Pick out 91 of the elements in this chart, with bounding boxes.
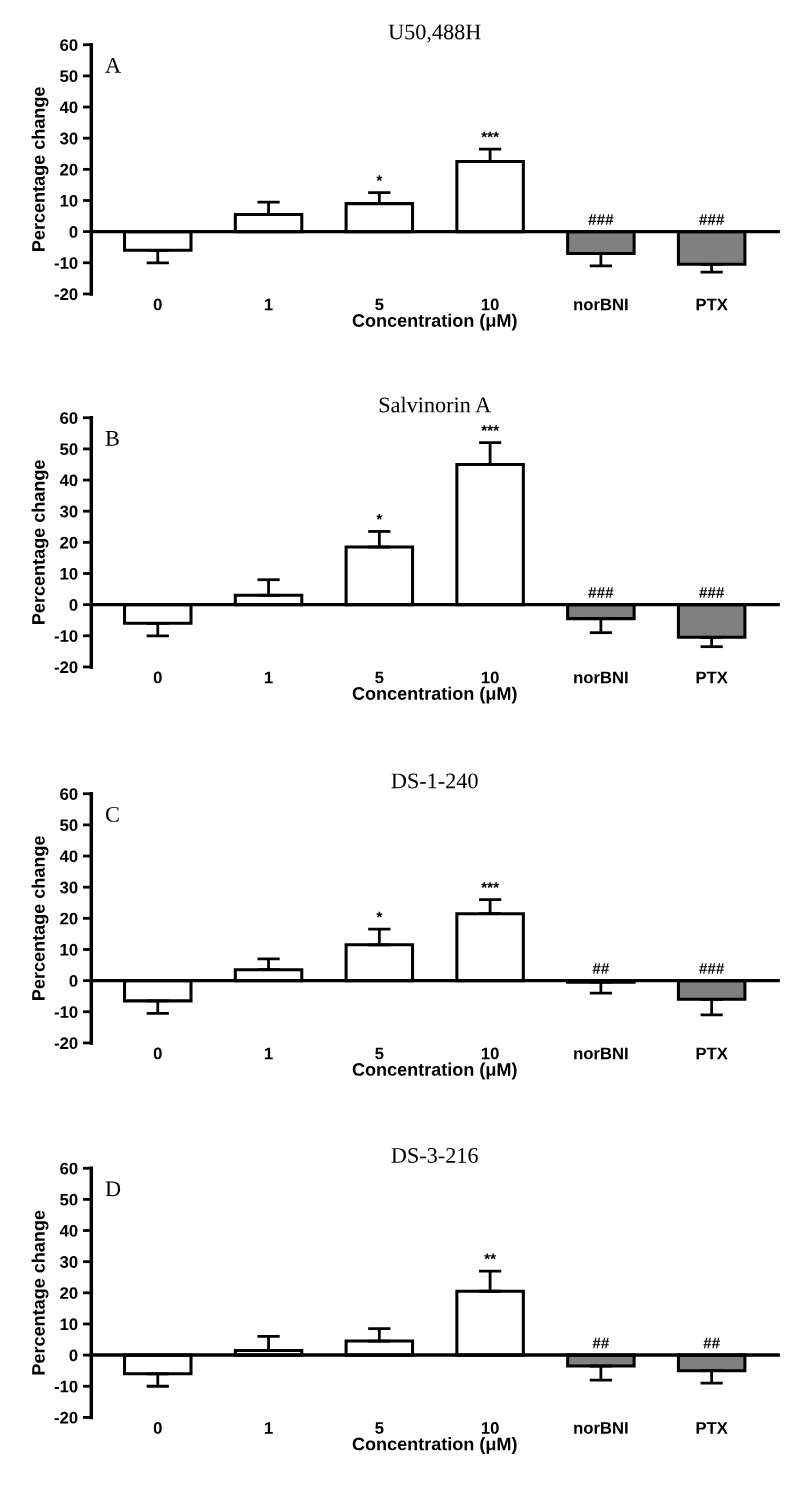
x-tick-label: 0 [153, 1047, 162, 1060]
y-tick-label: 30 [59, 881, 78, 894]
y-tick-label: -10 [54, 630, 78, 642]
x-tick-label: 0 [153, 298, 162, 311]
x-tick-label: 10 [481, 671, 499, 684]
x-tick-label: 1 [264, 671, 273, 684]
y-axis-title: Percentage change [31, 1210, 49, 1375]
y-tick-label: 40 [59, 474, 78, 487]
annotation: B [105, 431, 119, 446]
y-tick-label: 0 [69, 975, 78, 987]
x-tick-label: 10 [481, 1422, 499, 1434]
y-tick-label: 40 [59, 101, 78, 114]
x-tick-label: norBNI [574, 671, 628, 684]
y-tick-label: 40 [59, 1224, 78, 1237]
annotation: C [105, 806, 119, 822]
annotation: * [376, 514, 383, 520]
x-tick-label: norBNI [574, 1422, 628, 1434]
x-tick-label: 0 [153, 1422, 162, 1434]
chart-title: U50,488H [388, 24, 481, 43]
y-tick-label: 50 [60, 1193, 78, 1206]
y-tick-label: 60 [60, 1162, 78, 1175]
annotation: ## [592, 963, 610, 974]
x-tick-label: 10 [481, 298, 499, 311]
y-tick-label: 10 [60, 1318, 78, 1331]
x-tick-label: norBNI [574, 298, 628, 311]
annotation: ### [699, 587, 725, 598]
y-axis-title: Percentage change [31, 836, 49, 1000]
annotation: ## [703, 1337, 720, 1349]
y-tick-label: 0 [69, 599, 78, 611]
y-tick-label: 60 [60, 788, 78, 800]
y-tick-label: 20 [60, 536, 78, 549]
y-tick-label: -20 [54, 288, 78, 301]
y-tick-label: 10 [60, 943, 78, 956]
x-tick-label: 5 [375, 1422, 384, 1434]
x-axis-title: Concentration (μM) [352, 313, 517, 331]
annotation: ** [484, 1253, 497, 1260]
x-tick-label: 1 [264, 1422, 273, 1434]
x-tick-label: 5 [375, 298, 384, 311]
chart-title: DS-1-240 [391, 773, 478, 789]
annotation: ### [588, 214, 614, 225]
y-tick-label: 10 [60, 567, 78, 580]
annotation: *** [481, 131, 499, 138]
x-tick-label: 5 [375, 1047, 384, 1060]
y-tick-label: 20 [60, 912, 78, 925]
annotation: A [105, 57, 121, 73]
y-tick-label: 30 [59, 132, 78, 145]
y-tick-label: 50 [60, 443, 78, 456]
y-tick-label: 60 [60, 412, 78, 424]
y-tick-label: -20 [54, 661, 78, 674]
y-tick-label: -10 [54, 1380, 78, 1393]
x-tick-label: 0 [153, 671, 162, 684]
y-tick-label: 10 [60, 194, 78, 207]
y-tick-label: 0 [69, 226, 78, 238]
x-axis-title: Concentration (μM) [352, 686, 517, 704]
annotation: *** [481, 882, 499, 888]
x-tick-label: PTX [696, 671, 728, 684]
y-tick-label: 30 [59, 1256, 78, 1268]
y-tick-label: -10 [54, 257, 78, 269]
x-tick-label: PTX [696, 1047, 728, 1060]
annotation: *** [481, 425, 499, 431]
x-tick-label: norBNI [574, 1047, 628, 1060]
chart-title: Salvinorin A [379, 396, 492, 413]
x-tick-label: PTX [696, 298, 728, 311]
annotation: D [105, 1181, 121, 1197]
chart-title: DS-3-216 [391, 1147, 478, 1163]
x-axis-title: Concentration (μM) [352, 1437, 517, 1454]
annotation: ### [699, 963, 725, 974]
annotation: ## [592, 1337, 610, 1349]
y-tick-label: 60 [60, 39, 78, 51]
y-tick-label: -20 [54, 1411, 78, 1424]
y-tick-label: 40 [59, 850, 78, 863]
annotation: * [376, 911, 383, 918]
y-tick-label: 0 [69, 1349, 78, 1362]
y-tick-label: -10 [54, 1006, 78, 1018]
x-tick-label: 1 [264, 1047, 273, 1060]
x-axis-title: Concentration (μM) [352, 1062, 517, 1080]
y-tick-label: 50 [60, 70, 78, 83]
y-tick-label: 50 [60, 819, 78, 832]
y-axis-title: Percentage change [31, 460, 49, 624]
annotation: * [376, 175, 383, 181]
y-axis-title: Percentage change [31, 87, 49, 251]
x-tick-label: 1 [264, 298, 273, 311]
annotation: ### [699, 214, 725, 225]
y-tick-label: 20 [60, 163, 78, 176]
y-tick-label: 30 [59, 505, 78, 518]
y-tick-label: -20 [54, 1037, 78, 1050]
annotation: ### [588, 587, 614, 598]
x-tick-label: 5 [375, 671, 384, 684]
x-tick-label: 10 [481, 1047, 499, 1060]
x-tick-label: PTX [696, 1422, 728, 1434]
y-tick-label: 20 [60, 1287, 78, 1300]
